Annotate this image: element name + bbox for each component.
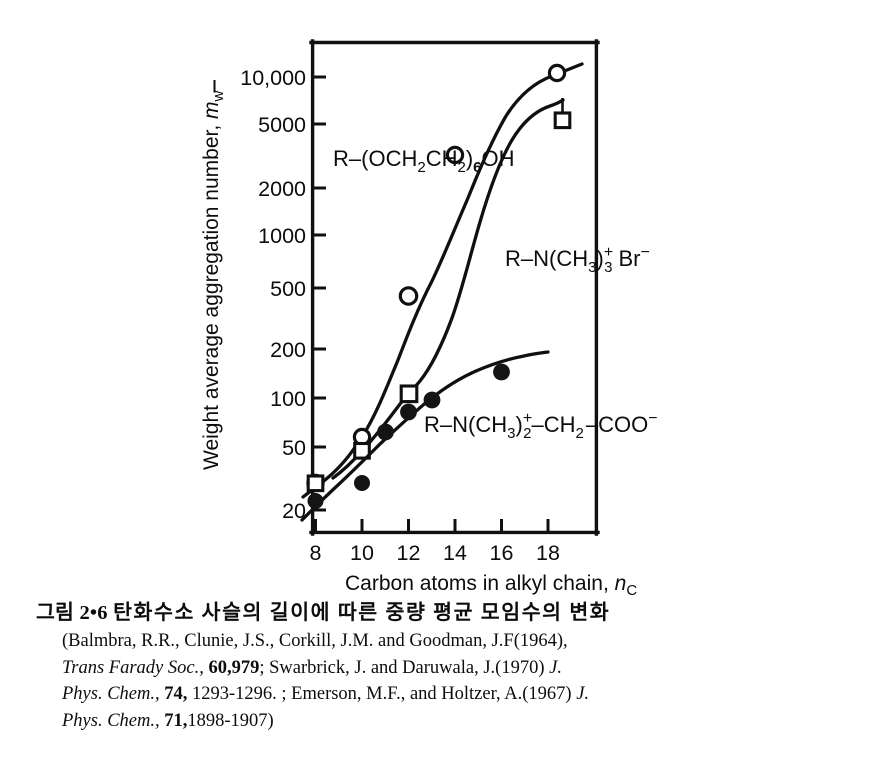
aggregation-number-plot: 10,000 5000 2000 1000 500 200 100 50 20 …	[200, 39, 658, 599]
caption-volume-2: 74,	[164, 684, 188, 704]
data-point-filled-circle	[400, 403, 417, 421]
data-point-open-square	[553, 111, 572, 130]
x-axis-ticks	[314, 519, 550, 532]
series-zwitterionic	[300, 350, 550, 522]
x-axis-title-sub: C	[626, 582, 637, 599]
data-point-open-circle	[445, 145, 465, 165]
data-point-filled-circle	[307, 493, 324, 509]
x-axis-title-text: Carbon atoms in alkyl chain,	[345, 572, 615, 595]
caption-journal-2: Phys. Chem.,	[62, 684, 160, 704]
data-point-open-square	[306, 474, 325, 493]
x-axis-title: Carbon atoms in alkyl chain, nC	[345, 572, 637, 599]
y-axis-title: Weight average aggregation number, mw	[200, 80, 227, 470]
svg-text:R–N(CH3)+2–CH2–COO−: R–N(CH3)+ 2–CH2–COO−	[424, 410, 658, 442]
caption-pages-3: 1898-1907)	[187, 710, 274, 731]
caption-line-3: Trans Farady Soc., 60,979; Swarbrick, J.…	[0, 655, 875, 682]
y-tick-label: 10,000	[240, 66, 306, 90]
y-tick-label: 50	[282, 436, 306, 460]
caption-journal-3-start: J.	[576, 684, 590, 704]
caption-figure-number: 그림 2•6	[36, 602, 108, 624]
y-tick-label: 500	[270, 277, 306, 301]
caption-authors-2: ; Swarbrick, J. and Daruwala, J.(1970)	[259, 657, 545, 678]
caption-authors-1: (Balmbra, R.R., Clunie, J.S., Corkill, J…	[62, 631, 568, 651]
series-label-cationic: R–N(CH3)+ 3 Br−	[505, 244, 650, 276]
data-point-filled-circle	[423, 391, 441, 409]
series-nonionic-line	[301, 62, 584, 499]
y-tick-labels: 10,000 5000 2000 1000 500 200 100 50 20	[240, 66, 306, 523]
plot-frame	[309, 39, 600, 536]
x-tick-labels: 8 10 12 14 16 18	[310, 541, 560, 565]
caption-pages-and-authors-3: 1293-1296. ; Emerson, M.F., and Holtzer,…	[192, 684, 572, 704]
y-tick-label: 1000	[258, 224, 306, 248]
caption-volume-3: 71,	[164, 710, 188, 731]
svg-text:R–(OCH2CH2)6OH: R–(OCH2CH2)6OH	[333, 146, 515, 176]
y-tick-label: 100	[270, 387, 306, 411]
svg-text:Carbon atoms in alkyl chain, n: Carbon atoms in alkyl chain, nC	[345, 572, 637, 599]
series-label-nonionic: R–(OCH2CH2)6OH	[333, 146, 515, 176]
y-axis-title-var: m	[200, 101, 223, 119]
x-tick-label: 12	[397, 541, 421, 565]
caption-journal-1: Trans Farady Soc.,	[62, 657, 204, 678]
figure-chart-area: 10,000 5000 2000 1000 500 200 100 50 20 …	[200, 39, 658, 599]
x-tick-label: 16	[490, 541, 514, 565]
data-point-open-square	[399, 384, 419, 404]
svg-text:Weight average aggregation num: Weight average aggregation number, mw	[200, 90, 227, 470]
caption-title-line: 그림 2•6 탄화수소 사슬의 길이에 따른 중량 평균 모임수의 변화	[0, 598, 875, 628]
data-point-open-circle	[547, 63, 567, 83]
y-tick-label: 5000	[258, 113, 306, 137]
y-axis-title-sub: w	[210, 90, 227, 102]
y-axis-title-text: Weight average aggregation number,	[200, 119, 223, 470]
data-point-filled-circle	[493, 363, 510, 381]
figure-caption: 그림 2•6 탄화수소 사슬의 길이에 따른 중량 평균 모임수의 변화 (Ba…	[0, 598, 875, 734]
caption-title-korean: 탄화수소 사슬의 길이에 따른 중량 평균 모임수의 변화	[113, 602, 611, 624]
x-tick-label: 14	[443, 541, 467, 565]
y-axis-ticks	[313, 75, 326, 512]
x-tick-label: 10	[350, 541, 374, 565]
data-point-open-circle	[398, 286, 419, 306]
series-label-zwitterionic: R–N(CH3)+ 2–CH2–COO−	[424, 410, 658, 442]
caption-journal-2-start: J.	[549, 657, 562, 678]
x-tick-label: 18	[536, 541, 560, 565]
data-point-open-square	[353, 441, 371, 460]
caption-journal-3: Phys. Chem.,	[62, 710, 160, 731]
x-axis-title-var: n	[615, 572, 627, 595]
caption-line-2: (Balmbra, R.R., Clunie, J.S., Corkill, J…	[0, 628, 875, 655]
y-tick-label: 20	[282, 499, 306, 523]
svg-text:R–N(CH3)+3Br−: R–N(CH3)+ 3 Br−	[505, 244, 650, 276]
data-point-filled-circle	[354, 475, 370, 491]
caption-volume-1: 60,979	[208, 657, 260, 678]
caption-line-4: Phys. Chem., 74, 1293-1296. ; Emerson, M…	[0, 681, 875, 708]
y-tick-label: 2000	[258, 177, 306, 201]
data-point-filled-circle	[377, 423, 394, 441]
y-tick-label: 200	[270, 338, 306, 362]
caption-line-5: Phys. Chem., 71,1898-1907)	[0, 708, 875, 735]
x-tick-label: 8	[310, 541, 322, 565]
